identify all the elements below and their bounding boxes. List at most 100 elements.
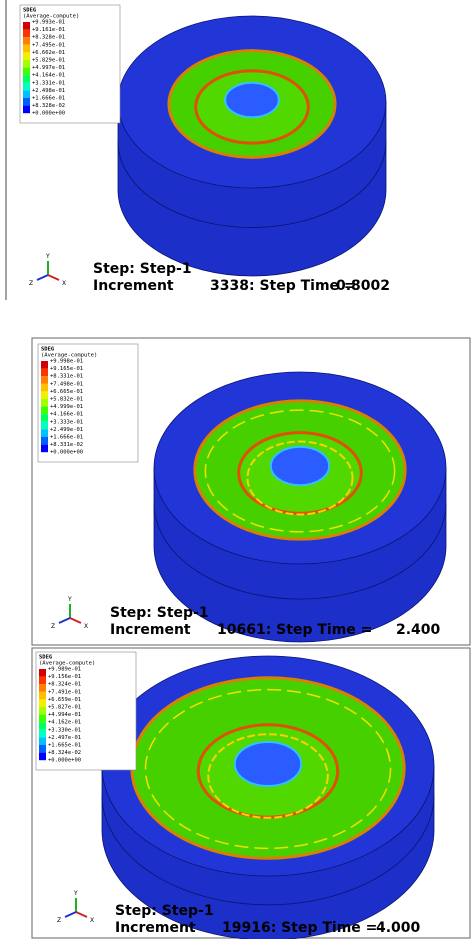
legend-swatch xyxy=(39,714,46,723)
legend-label: +3.330e-01 xyxy=(48,727,81,733)
legend-swatch xyxy=(39,669,46,677)
axis-label: Y xyxy=(73,890,78,897)
legend-label: +9.165e-01 xyxy=(50,366,83,372)
legend-label: +7.495e-01 xyxy=(32,42,65,48)
legend-title: SDEG xyxy=(41,347,55,353)
legend-swatch xyxy=(23,37,30,45)
legend-swatch xyxy=(41,383,48,392)
core xyxy=(224,81,280,119)
core xyxy=(269,445,331,487)
legend-label: +2.498e-01 xyxy=(32,88,65,94)
legend-label: +4.997e-01 xyxy=(32,65,65,71)
legend-swatch xyxy=(23,67,30,76)
legend-swatch xyxy=(41,391,48,399)
cylinder-rim xyxy=(153,503,447,600)
increment-label: Increment xyxy=(115,920,196,936)
legend-swatch xyxy=(41,361,48,369)
legend-swatch xyxy=(39,729,46,738)
legend-label: +8.331e-02 xyxy=(50,442,83,448)
legend-label: +4.994e-01 xyxy=(48,712,81,718)
legend-swatch xyxy=(41,414,48,422)
legend-label: +9.998e-01 xyxy=(50,359,83,365)
legend-swatch xyxy=(23,82,30,91)
damage-ring xyxy=(246,440,354,516)
legend-swatch xyxy=(23,75,30,83)
legend-label: +3.333e-01 xyxy=(50,419,83,425)
axis-label: Z xyxy=(57,917,61,924)
axis-label: Z xyxy=(51,623,55,630)
step-label: Step: Step-1 xyxy=(110,605,209,621)
legend-box xyxy=(37,343,139,463)
legend-swatch xyxy=(41,399,48,407)
axis-z xyxy=(36,274,49,281)
legend-swatch xyxy=(39,684,46,692)
legend-label: +0.000e+00 xyxy=(32,111,65,117)
legend-label: +2.497e-01 xyxy=(48,735,81,741)
axis-label: X xyxy=(62,280,66,287)
legend-swatch xyxy=(39,676,46,685)
legend-swatch xyxy=(41,368,48,377)
legend-label: +7.491e-01 xyxy=(48,689,81,695)
legend-swatch xyxy=(39,691,46,700)
increment-value: 3338: Step Time = xyxy=(210,278,356,294)
step-time: 4.000 xyxy=(376,920,421,936)
step-time: 0.8002 xyxy=(336,278,390,294)
legend-swatch xyxy=(39,737,46,745)
legend-label: +4.999e-01 xyxy=(50,404,83,410)
legend-swatch xyxy=(41,421,48,430)
axis-x xyxy=(69,617,82,624)
legend-label: +1.666e-01 xyxy=(32,96,65,102)
legend-swatch xyxy=(23,60,30,68)
cylinder-rim xyxy=(101,794,435,906)
axis-label: X xyxy=(84,623,88,630)
legend-label: +0.000e+00 xyxy=(50,450,83,456)
legend-label: +8.328e-01 xyxy=(32,35,65,41)
legend-swatch xyxy=(23,90,30,98)
legend-label: +4.164e-01 xyxy=(32,73,65,79)
legend-swatch xyxy=(23,22,30,30)
axis-label: X xyxy=(90,917,94,924)
legend-label: +9.993e-01 xyxy=(32,20,65,26)
legend-box xyxy=(35,651,137,771)
legend-label: +2.499e-01 xyxy=(50,427,83,433)
axis-x xyxy=(47,274,60,281)
legend-label: +9.156e-01 xyxy=(48,674,81,680)
cylinder-rim xyxy=(117,141,387,228)
core xyxy=(233,741,303,787)
panel-border xyxy=(31,337,471,646)
damage-ring xyxy=(204,409,396,533)
legend-swatch xyxy=(39,707,46,715)
damage-ring xyxy=(207,733,329,819)
legend-swatch xyxy=(39,699,46,707)
increment-label: Increment xyxy=(110,622,191,638)
legend-label: +8.324e-01 xyxy=(48,682,81,688)
legend-label: +5.827e-01 xyxy=(48,705,81,711)
legend-label: +9.989e-01 xyxy=(48,667,81,673)
axis-z xyxy=(58,617,71,624)
legend-swatch xyxy=(41,406,48,415)
legend-subtitle: (Average-compute) xyxy=(23,14,79,20)
legend-label: +5.829e-01 xyxy=(32,58,65,64)
increment-value: 19916: Step Time = xyxy=(222,920,377,936)
legend-swatch xyxy=(41,437,48,445)
legend-title: SDEG xyxy=(39,655,53,661)
legend-label: +6.659e-01 xyxy=(48,697,81,703)
axis-z xyxy=(64,911,77,918)
step-label: Step: Step-1 xyxy=(93,261,192,277)
legend-label: +1.666e-01 xyxy=(50,435,83,441)
legend-subtitle: (Average-compute) xyxy=(41,353,97,359)
legend-label: +8.324e-02 xyxy=(48,750,81,756)
legend-label: +6.662e-01 xyxy=(32,50,65,56)
legend-swatch xyxy=(23,52,30,60)
legend-swatch xyxy=(23,29,30,38)
axis-label: Y xyxy=(45,253,50,260)
axis-label: Y xyxy=(67,596,72,603)
increment-label: Increment xyxy=(93,278,174,294)
legend-swatch xyxy=(41,376,48,384)
legend-label: +9.161e-01 xyxy=(32,27,65,33)
legend-swatch xyxy=(39,745,46,753)
legend-label: +5.832e-01 xyxy=(50,397,83,403)
damage-ring xyxy=(144,688,392,850)
legend-subtitle: (Average-compute) xyxy=(39,661,95,667)
